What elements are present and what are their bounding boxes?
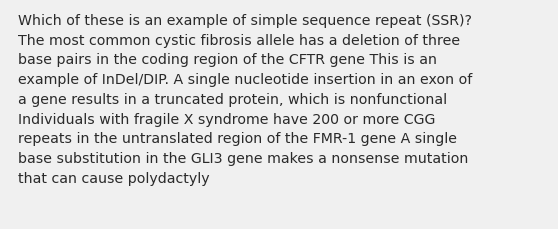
Text: Which of these is an example of simple sequence repeat (SSR)?
The most common cy: Which of these is an example of simple s… bbox=[18, 14, 472, 185]
